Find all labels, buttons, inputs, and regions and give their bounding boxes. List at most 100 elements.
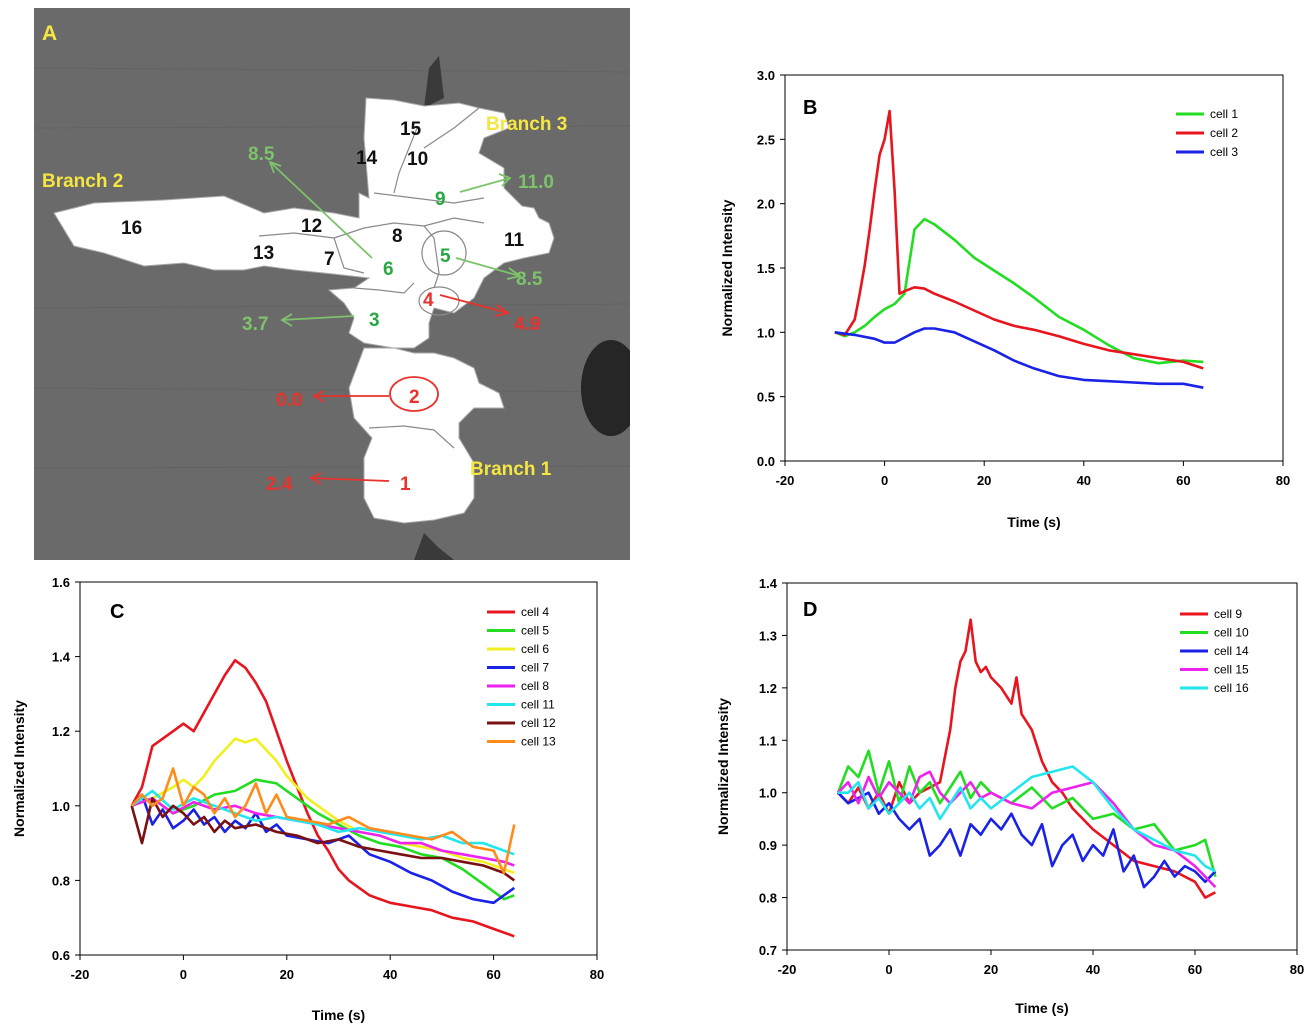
legend-label: cell 15 [1214,663,1249,677]
plot-area: -20 0 20 40 60 80 0.7 0.8 0.9 1.0 1.1 1.2 1.3 1.4 Time… [715,576,1304,1016]
x-tick-label: -20 [71,967,90,982]
plot-area: -20 0 20 40 60 80 0.0 0.5 1.0 1.5 2.0 2.5 3.0 Time (s… [719,68,1290,530]
y-tick-label: 2.0 [757,197,775,212]
legend-label: cell 11 [521,698,555,712]
y-tick-label: 1.1 [759,733,777,748]
x-axis-label: Time (s) [1015,1000,1068,1016]
cell-label: 6 [383,259,394,280]
y-tick-label: 0.7 [759,943,777,958]
series-line-cell-2 [834,109,1204,370]
legend-label: cell 12 [521,716,556,730]
series-line-cell-7 [130,793,516,905]
y-tick-label: 0.8 [759,891,777,906]
branch-label-1: Branch 1 [470,459,552,480]
y-tick-label: 2.5 [757,132,775,147]
branch-label-2: Branch 2 [42,171,123,192]
x-tick-label: 0 [885,962,892,977]
plot-area: -20 0 20 40 60 80 0.6 0.8 1.0 1.2 1.4 1.6 Time (s) No… [11,575,604,1023]
x-tick-label: 60 [1188,962,1202,977]
series-line-cell-4 [130,659,515,938]
texture-lines [34,67,630,469]
cell-label: 14 [356,148,378,169]
cell-label: 12 [301,216,322,237]
legend-label: cell 8 [521,679,549,693]
plot-frame [786,582,1298,951]
cell-label: 7 [324,249,335,270]
panel-c-letter: C [110,601,124,623]
velocity-label: 8.5 [516,269,543,290]
x-tick-label: 20 [984,962,998,977]
highlight-circle-cell-2 [389,376,439,412]
y-tick-label: 1.0 [52,799,70,814]
y-tick-label: 1.2 [759,681,777,696]
legend-label: cell 14 [1214,644,1249,658]
x-tick-label: 20 [977,473,991,488]
velocity-arrows [268,160,523,485]
legend-label: cell 16 [1214,681,1249,695]
x-tick-label: 60 [1176,473,1190,488]
legend-label: cell 9 [1214,607,1242,621]
velocity-labels: 2.4 0.0 3.7 4.9 8.5 8.5 11.0 [242,144,554,495]
legend-label: cell 10 [1214,626,1249,640]
y-tick-label: 0.0 [757,454,775,469]
y-tick-label: 1.6 [52,575,70,590]
y-tick-label: 0.9 [759,838,777,853]
cell-label: 11 [504,230,525,251]
x-tick-label: 60 [486,967,500,982]
series-line-cell-16 [838,765,1216,873]
chart-panel-b: B -20 0 20 40 60 80 0.0 0.5 1.0 1.5 2.0 2.5 3.0 Time … [719,68,1290,530]
x-tick-label: 80 [590,967,604,982]
legend-label: cell 5 [521,624,549,638]
dark-void [581,340,630,436]
series-line-cell-14 [837,791,1217,889]
x-tick-label: -20 [776,473,795,488]
debris-top [424,56,444,108]
velocity-label: 8.5 [248,144,275,165]
velocity-label: 4.9 [514,314,540,335]
legend-label: cell 7 [521,661,549,675]
legend-label: cell 1 [1210,107,1238,121]
legend-label: cell 6 [521,642,549,656]
x-tick-label: 80 [1290,962,1304,977]
y-tick-label: 1.4 [759,576,778,591]
velocity-label: 0.0 [276,390,302,411]
y-tick-label: 1.5 [757,261,775,276]
velocity-label: 11.0 [518,172,554,193]
cell-label: 3 [369,310,380,331]
legend-label: cell 2 [1210,126,1238,140]
cell-number-labels: 1 2 3 4 5 6 7 8 9 10 11 12 13 14 15 16 [121,119,525,495]
x-tick-label: 80 [1276,473,1290,488]
panel-b-letter: B [803,97,817,119]
cell-label: 13 [253,243,274,264]
series-line-cell-8 [131,797,515,867]
cell-label: 10 [407,149,428,170]
series-line-cell-6 [131,737,515,875]
x-tick-label: 40 [383,967,397,982]
cell-label: 8 [392,226,403,247]
cell-label: 15 [400,119,422,140]
x-axis-label: Time (s) [312,1007,365,1023]
series-line-cell-1 [834,217,1204,365]
legend-label: cell 13 [521,735,556,749]
cell-label: 4 [423,290,434,311]
y-axis-label: Normalized Intensity [715,698,731,835]
plot-frame [784,74,1284,462]
x-tick-label: 0 [881,473,888,488]
cell-label: 1 [400,474,411,495]
panel-a-letter: A [42,22,57,45]
y-tick-label: 0.5 [757,390,775,405]
x-tick-label: 40 [1086,962,1100,977]
legend-label: cell 4 [521,605,549,619]
y-tick-label: 0.6 [52,948,70,963]
velocity-label: 3.7 [242,314,268,335]
series-line-cell-12 [130,797,516,882]
y-tick-label: 3.0 [757,68,775,83]
series-line-cell-11 [130,789,515,856]
cell-boundaries [258,107,485,449]
y-tick-label: 1.2 [52,724,70,739]
y-axis-label: Normalized Intensity [719,199,735,336]
series-line-cell-3 [834,327,1204,389]
cell-network [53,97,555,524]
x-tick-label: 20 [280,967,294,982]
micrograph-panel-a: A Branch 1 Branch 2 Branch 3 2.4 0.0 3.7… [34,8,630,560]
